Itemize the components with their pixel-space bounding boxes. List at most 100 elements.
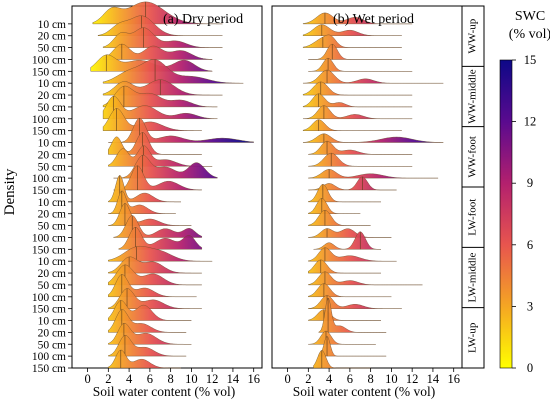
ridge-lw-up-10cm <box>108 300 192 321</box>
ridge-ww-up-10cm <box>92 1 223 25</box>
panel-dry-title: (a) Dry period <box>163 12 243 27</box>
panel-wet-title: (b) Wet period <box>333 12 414 27</box>
ridge-lw-foot-50cm <box>308 209 371 226</box>
ridge-lw-up-100cm <box>318 336 387 357</box>
x-tick-label: 12 <box>206 372 219 386</box>
depth-label: 150 cm <box>32 304 66 316</box>
site-label-lw-middle: LW-middle <box>467 252 479 302</box>
ridge-ww-foot-150cm <box>113 165 202 191</box>
x-tick-label: 0 <box>84 372 90 386</box>
x-tick-label: 0 <box>284 372 290 386</box>
colorbar-title-line1: SWC <box>515 9 545 24</box>
x-tick-label: 2 <box>305 372 311 386</box>
ridge-ww-foot-10cm <box>302 133 444 143</box>
ridge-lw-middle-10cm <box>108 246 213 262</box>
ridge-ww-middle-150cm <box>102 108 202 131</box>
ridge-lw-foot-10cm <box>308 184 381 203</box>
ridge-ww-foot-20cm <box>108 132 202 155</box>
ridge-lw-middle-100cm <box>308 283 392 297</box>
colorbar-tick-label: 12 <box>524 115 537 129</box>
x-axis-label: Soil water content (% vol) <box>93 384 235 399</box>
depth-label: 150 cm <box>32 244 66 256</box>
site-label-lw-up: LW-up <box>467 322 479 353</box>
ridges-wet <box>302 12 444 369</box>
depth-label: 100 cm <box>32 232 66 244</box>
ridge-lw-middle-20cm <box>308 259 381 274</box>
ridge-ww-foot-50cm <box>308 152 413 167</box>
x-tick-label: 10 <box>385 372 398 386</box>
site-label-ww-middle: WW-middle <box>467 69 479 123</box>
ridge-ww-middle-100cm <box>302 105 413 119</box>
colorbar-ticks: 0 3 6 9 12 15 <box>512 53 536 375</box>
ridge-lw-middle-50cm <box>108 264 202 286</box>
depth-label: 20 cm <box>38 90 66 102</box>
ridge-lw-up-100cm <box>108 335 187 357</box>
ridge-lw-foot-20cm <box>308 198 361 214</box>
ridge-ww-up-50cm <box>302 34 402 48</box>
site-label-ww-foot: WW-foot <box>467 136 479 178</box>
depth-label: 50 cm <box>38 221 66 233</box>
depth-label: 20 cm <box>38 268 66 280</box>
x-tick-label: 12 <box>406 372 419 386</box>
depth-label: 20 cm <box>38 31 66 43</box>
x-axis-wet: 0 2 4 6 8 10 12 14 16 <box>284 368 460 386</box>
x-tick-label: 4 <box>126 372 133 386</box>
ridge-ww-foot-100cm <box>308 169 439 179</box>
colorbar-title-line2: (% vol) <box>509 27 550 42</box>
depth-label: 150 cm <box>32 66 66 78</box>
depth-label: 150 cm <box>32 185 66 197</box>
ridge-ww-up-100cm <box>308 43 402 60</box>
x-tick-label: 16 <box>247 372 260 386</box>
colorbar-tick-label: 3 <box>527 299 533 313</box>
ridge-lw-up-150cm <box>108 349 181 369</box>
depth-label: 10 cm <box>38 19 66 31</box>
ridge-ww-middle-100cm <box>102 96 218 119</box>
depth-label: 10 cm <box>38 256 66 268</box>
site-labels: WW-up WW-middle WW-foot LW-foot LW-middle LW-… <box>461 5 485 369</box>
ridge-ww-middle-20cm <box>302 81 413 96</box>
site-label-lw-foot: LW-foot <box>467 199 479 236</box>
depth-label: 10 cm <box>38 316 66 328</box>
colorbar-tick-label: 15 <box>524 53 537 67</box>
x-tick-label: 2 <box>105 372 111 386</box>
depth-label: 10 cm <box>38 138 66 150</box>
ridge-lw-up-50cm <box>308 330 376 345</box>
ridge-ww-foot-20cm <box>308 140 413 155</box>
ridge-lw-middle-10cm <box>308 247 397 262</box>
x-tick-label: 6 <box>347 372 353 386</box>
y-axis-label: Density <box>2 168 18 215</box>
colorbar-tick-label: 6 <box>527 238 533 252</box>
ridge-lw-foot-100cm <box>308 228 392 238</box>
x-tick-label: 10 <box>185 372 198 386</box>
depth-label: 50 cm <box>38 161 66 173</box>
ridge-ww-up-20cm <box>302 24 402 36</box>
x-axis-dry: 0 2 4 6 8 10 12 14 16 <box>84 368 260 386</box>
depth-label: 50 cm <box>38 280 66 292</box>
ridge-lw-middle-50cm <box>308 271 423 286</box>
x-tick-label: 14 <box>427 372 440 386</box>
depth-label: 20 cm <box>38 209 66 221</box>
ridge-ww-middle-150cm <box>302 119 402 131</box>
depth-label: 100 cm <box>32 292 66 304</box>
depth-label: 10 cm <box>38 197 66 209</box>
ridge-ww-up-50cm <box>102 27 223 48</box>
depth-label: 20 cm <box>38 149 66 161</box>
colorbar-tick-label: 0 <box>527 361 533 375</box>
ridge-lw-up-150cm <box>313 350 371 369</box>
depth-label: 10 cm <box>38 78 66 90</box>
depth-label: 100 cm <box>32 173 66 185</box>
x-tick-label: 16 <box>447 372 460 386</box>
depth-label: 100 cm <box>32 351 66 363</box>
depth-label: 100 cm <box>32 114 66 126</box>
depth-label: 150 cm <box>32 363 66 375</box>
ridge-ww-middle-10cm <box>102 59 244 84</box>
x-axis-label-wet: Soil water content (% vol) <box>293 384 435 399</box>
depth-label: 100 cm <box>32 54 66 66</box>
ridge-lw-foot-150cm <box>118 226 202 250</box>
site-label-ww-up: WW-up <box>467 18 479 53</box>
depth-label: 150 cm <box>32 126 66 138</box>
ridges-dry <box>90 1 254 369</box>
